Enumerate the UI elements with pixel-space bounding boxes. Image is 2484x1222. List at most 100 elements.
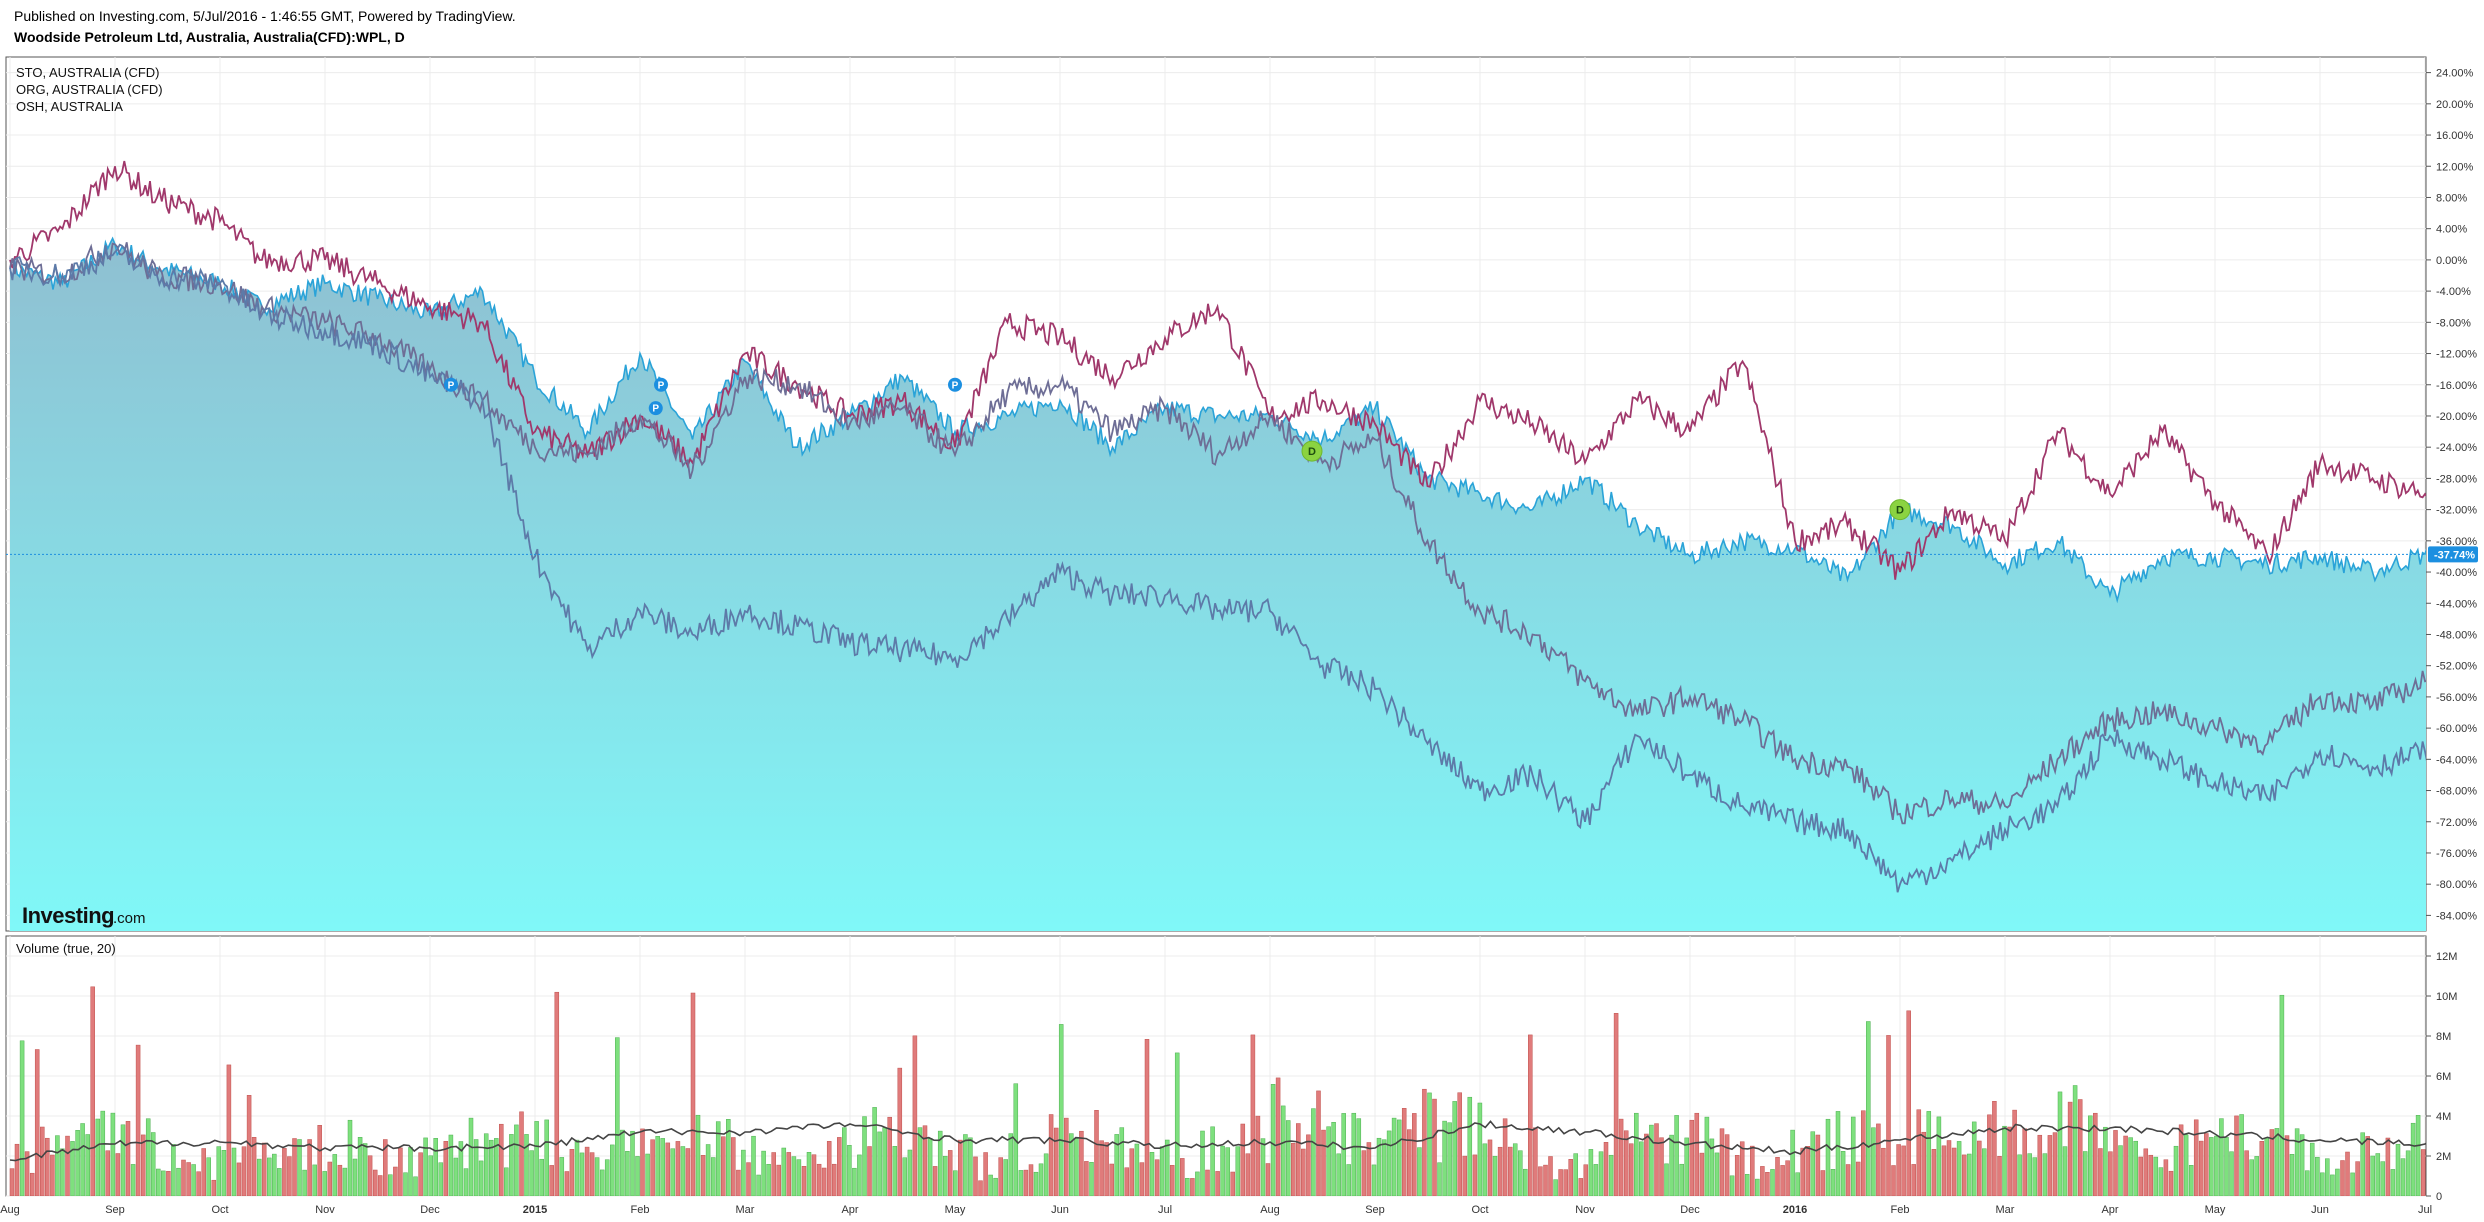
volume-bar-up bbox=[110, 1112, 116, 1196]
volume-bar-down bbox=[1881, 1147, 1886, 1196]
volume-bar-down bbox=[90, 986, 95, 1196]
volume-bar-up bbox=[604, 1159, 610, 1196]
vol-y-tick-label: 4M bbox=[2436, 1111, 2451, 1123]
y-tick-label: -60.00% bbox=[2436, 723, 2477, 735]
volume-bar-up bbox=[408, 1147, 413, 1196]
volume-bar-down bbox=[816, 1163, 822, 1196]
volume-bar-up bbox=[1512, 1143, 1518, 1196]
volume-bar-down bbox=[1487, 1139, 1493, 1196]
volume-bar-up bbox=[842, 1127, 847, 1196]
y-tick-label: -80.00% bbox=[2436, 879, 2477, 891]
chart-title: Woodside Petroleum Ltd, Australia, Austr… bbox=[14, 29, 405, 45]
volume-bar-down bbox=[776, 1164, 781, 1196]
event-marker-d bbox=[1889, 499, 1911, 521]
volume-bar-down bbox=[2163, 1159, 2169, 1196]
volume-bar-up bbox=[781, 1147, 787, 1196]
volume-bar-up bbox=[1008, 1133, 1014, 1196]
y-tick-label: -12.00% bbox=[2436, 349, 2477, 361]
volume-bar-up bbox=[630, 1130, 635, 1196]
volume-bar-up bbox=[1033, 1171, 1039, 1196]
volume-bar-down bbox=[1800, 1147, 1805, 1196]
volume-bar-down bbox=[1507, 1146, 1513, 1196]
volume-bar-up bbox=[1866, 1021, 1871, 1196]
volume-bar-up bbox=[2279, 994, 2285, 1196]
volume-bar-up bbox=[2294, 1128, 2300, 1196]
volume-bar-up bbox=[1649, 1124, 1654, 1196]
volume-bar-up bbox=[1285, 1120, 1291, 1196]
volume-bar-down bbox=[1861, 1110, 1866, 1196]
volume-bar-up bbox=[882, 1127, 887, 1196]
volume-bar-down bbox=[1896, 1144, 1901, 1196]
volume-bar-down bbox=[554, 991, 560, 1196]
volume-bar-up bbox=[1381, 1139, 1387, 1196]
volume-bar-up bbox=[796, 1159, 802, 1196]
volume-bar-up bbox=[145, 1118, 151, 1196]
volume-bar-down bbox=[731, 1137, 736, 1196]
volume-bar-up bbox=[2133, 1140, 2138, 1196]
volume-bar-down bbox=[1190, 1178, 1195, 1196]
volume-bar-up bbox=[1825, 1118, 1831, 1196]
volume-bar-up bbox=[2299, 1134, 2305, 1196]
volume-bar-up bbox=[267, 1157, 272, 1196]
volume-bar-up bbox=[1427, 1092, 1432, 1196]
volume-bar-down bbox=[1563, 1169, 1568, 1196]
volume-bar-down bbox=[2022, 1128, 2027, 1196]
volume-bar-down bbox=[181, 1159, 186, 1196]
x-tick-label: Jul bbox=[1158, 1204, 1172, 1216]
volume-bar-down bbox=[1180, 1158, 1185, 1196]
volume-bar-up bbox=[342, 1167, 348, 1196]
volume-bar-up bbox=[80, 1123, 85, 1196]
volume-bar-up bbox=[388, 1174, 393, 1196]
volume-bar-down bbox=[1169, 1165, 1175, 1196]
volume-bar-down bbox=[1946, 1140, 1952, 1196]
volume-bar-up bbox=[2315, 1156, 2320, 1196]
volume-bar-up bbox=[95, 1118, 101, 1196]
volume-bar-up bbox=[862, 1116, 867, 1196]
volume-bar-up bbox=[791, 1156, 797, 1196]
volume-bar-up bbox=[852, 1167, 857, 1196]
volume-bar-up bbox=[1982, 1148, 1987, 1196]
volume-bar-up bbox=[2431, 1152, 2435, 1196]
vol-y-tick-label: 6M bbox=[2436, 1071, 2451, 1083]
volume-bar-up bbox=[892, 1146, 898, 1196]
y-tick-label: -36.00% bbox=[2436, 536, 2477, 548]
volume-bar-down bbox=[932, 1166, 938, 1196]
volume-bar-up bbox=[1835, 1111, 1841, 1196]
y-tick-label: -68.00% bbox=[2436, 786, 2477, 798]
volume-bar-down bbox=[337, 1164, 343, 1196]
volume-bar-down bbox=[135, 1044, 141, 1196]
volume-bar-down bbox=[1815, 1134, 1821, 1196]
volume-bar-down bbox=[1094, 1110, 1099, 1196]
volume-bar-down bbox=[2425, 1119, 2426, 1196]
volume-bar-down bbox=[2269, 1129, 2275, 1196]
volume-bar-up bbox=[463, 1168, 469, 1196]
volume-bar-up bbox=[1795, 1172, 1800, 1196]
volume-bar-up bbox=[988, 1174, 993, 1196]
volume-bar-down bbox=[584, 1146, 590, 1196]
volume-bar-up bbox=[1351, 1112, 1357, 1196]
volume-bar-up bbox=[1674, 1115, 1679, 1196]
volume-bar-up bbox=[761, 1150, 766, 1196]
volume-bar-down bbox=[2345, 1151, 2350, 1196]
volume-bar-up bbox=[1346, 1164, 1351, 1196]
x-tick-label: Aug bbox=[1260, 1204, 1280, 1216]
volume-bar-down bbox=[1891, 1165, 1896, 1196]
volume-bar-down bbox=[1628, 1143, 1634, 1196]
volume-bar-down bbox=[261, 1142, 267, 1196]
volume-bar-down bbox=[1528, 1034, 1533, 1196]
volume-bar-up bbox=[1452, 1101, 1457, 1196]
volume-bar-up bbox=[100, 1110, 106, 1196]
volume-bar-up bbox=[2239, 1114, 2244, 1196]
volume-bar-down bbox=[45, 1137, 50, 1196]
volume-bar-up bbox=[847, 1145, 852, 1196]
page-header: Published on Investing.com, 5/Jul/2016 -… bbox=[14, 6, 516, 48]
x-tick-label: Mar bbox=[736, 1204, 755, 1216]
volume-bar-down bbox=[1623, 1130, 1629, 1196]
y-tick-label: -56.00% bbox=[2436, 692, 2477, 704]
volume-ma-line bbox=[9, 1120, 2426, 1162]
legend-org: ORG, AUSTRALIA (CFD) bbox=[16, 82, 163, 97]
volume-bar-down bbox=[166, 1171, 171, 1196]
volume-bar-up bbox=[483, 1133, 489, 1196]
volume-bar-down bbox=[241, 1146, 247, 1196]
